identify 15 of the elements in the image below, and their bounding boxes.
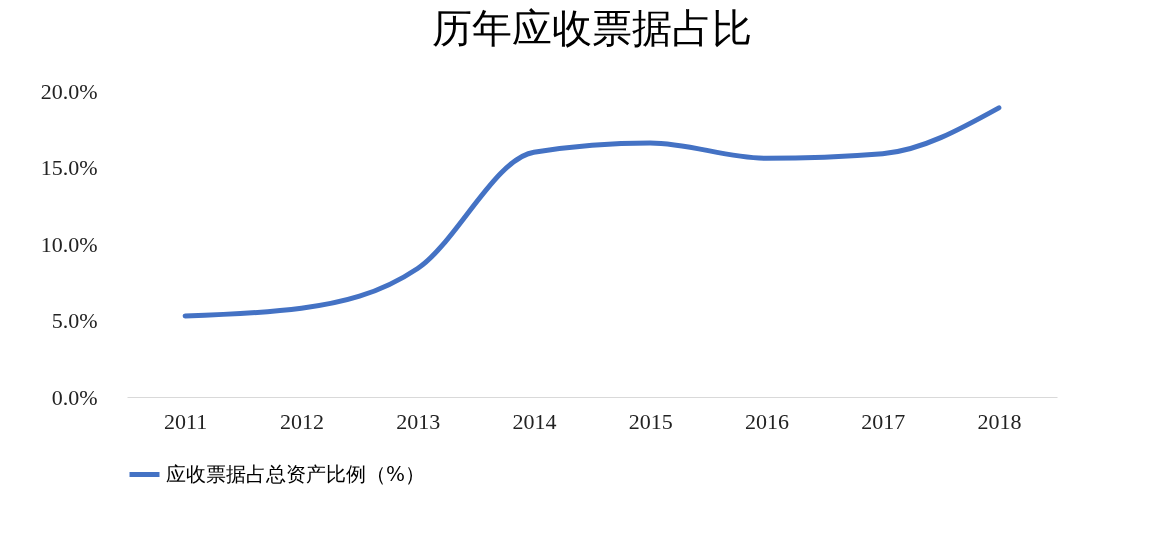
x-tick-label: 2013 xyxy=(396,408,441,434)
x-tick-label: 2016 xyxy=(744,408,789,434)
y-tick-label: 15.0% xyxy=(40,155,98,180)
y-tick-label: 0.0% xyxy=(51,384,98,410)
x-tick-label: 2012 xyxy=(279,408,324,434)
x-tick-label: 2014 xyxy=(512,408,557,434)
chart-title: 历年应收票据占比 xyxy=(432,5,752,51)
y-tick-label: 5.0% xyxy=(51,308,98,333)
y-tick-label: 10.0% xyxy=(40,231,98,257)
x-tick-label: 2015 xyxy=(628,408,673,434)
y-tick-label: 20.0% xyxy=(40,78,98,104)
legend-label: 应收票据占总资产比例（%） xyxy=(166,461,426,486)
x-tick-label: 2018 xyxy=(977,408,1022,434)
x-tick-label: 2017 xyxy=(861,408,906,434)
x-tick-label: 2011 xyxy=(164,408,208,434)
